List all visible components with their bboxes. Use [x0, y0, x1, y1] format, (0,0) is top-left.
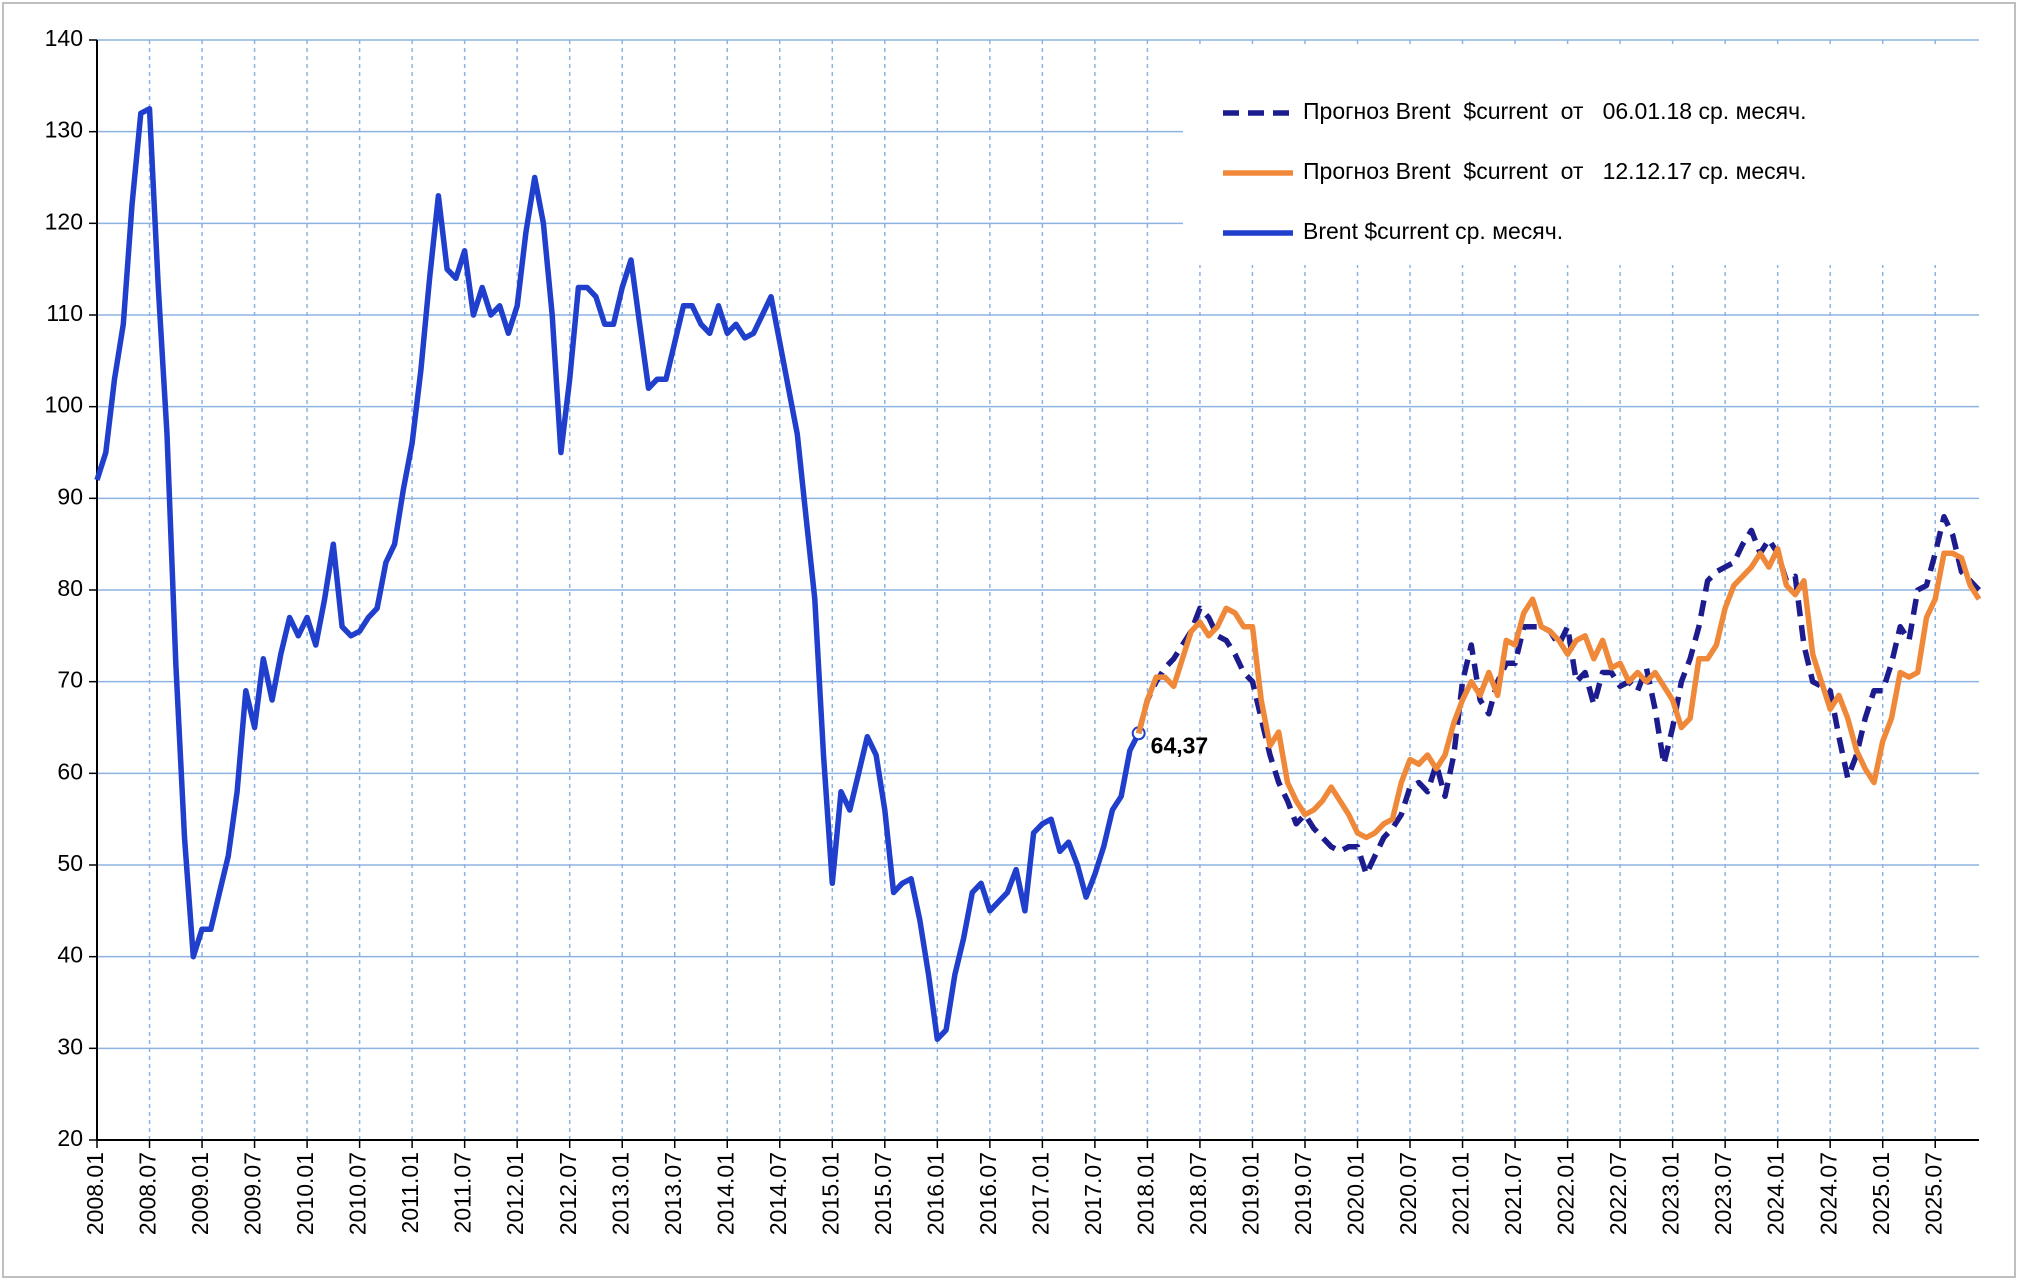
- x-tick-label: 2017.07: [1080, 1152, 1106, 1235]
- x-tick-label: 2021.01: [1448, 1152, 1474, 1235]
- x-tick-label: 2015.01: [817, 1152, 843, 1235]
- y-tick-label: 30: [57, 1033, 83, 1059]
- x-tick-label: 2018.01: [1132, 1152, 1158, 1235]
- x-tick-label: 2025.01: [1868, 1152, 1894, 1235]
- y-tick-label: 140: [45, 25, 83, 51]
- x-tick-label: 2012.07: [555, 1152, 581, 1235]
- data-label: 64,37: [1151, 732, 1209, 758]
- x-tick-label: 2011.01: [397, 1152, 423, 1233]
- x-tick-label: 2010.01: [292, 1152, 318, 1235]
- x-tick-label: 2024.07: [1815, 1152, 1841, 1235]
- legend-label: Прогноз Brent $current от 12.12.17 ср. м…: [1303, 158, 1807, 184]
- x-tick-label: 2013.07: [660, 1152, 686, 1235]
- x-tick-label: 2016.01: [922, 1152, 948, 1235]
- y-tick-label: 130: [45, 117, 83, 143]
- x-tick-label: 2014.07: [765, 1152, 791, 1235]
- x-tick-label: 2021.07: [1500, 1152, 1526, 1235]
- x-tick-label: 2020.01: [1343, 1152, 1369, 1235]
- x-tick-label: 2015.07: [870, 1152, 896, 1235]
- x-tick-label: 2020.07: [1395, 1152, 1421, 1235]
- y-tick-label: 20: [57, 1125, 83, 1151]
- x-tick-label: 2022.01: [1553, 1152, 1579, 1235]
- legend-label: Brent $current ср. месяч.: [1303, 218, 1563, 244]
- y-tick-label: 40: [57, 942, 83, 968]
- x-tick-label: 2017.01: [1027, 1152, 1053, 1235]
- x-tick-label: 2019.01: [1238, 1152, 1264, 1235]
- x-tick-label: 2009.07: [240, 1152, 266, 1235]
- y-tick-label: 60: [57, 758, 83, 784]
- x-tick-label: 2023.01: [1658, 1152, 1684, 1235]
- y-tick-label: 90: [57, 483, 83, 509]
- x-tick-label: 2008.07: [135, 1152, 161, 1235]
- x-tick-label: 2012.01: [502, 1152, 528, 1235]
- x-tick-label: 2010.07: [345, 1152, 371, 1235]
- y-tick-label: 110: [46, 300, 83, 326]
- series-line: [94, 106, 1142, 1042]
- x-tick-label: 2016.07: [975, 1152, 1001, 1235]
- y-tick-label: 50: [57, 850, 83, 876]
- y-tick-label: 70: [57, 667, 83, 693]
- series-line: [1136, 546, 1982, 841]
- x-tick-label: 2025.07: [1920, 1152, 1946, 1235]
- x-tick-label: 2018.07: [1185, 1152, 1211, 1235]
- x-tick-label: 2014.01: [712, 1152, 738, 1235]
- series-line: [1136, 513, 1981, 877]
- y-tick-label: 80: [57, 575, 83, 601]
- x-tick-label: 2011.07: [450, 1152, 476, 1233]
- y-tick-label: 120: [45, 208, 83, 234]
- legend-box: [1183, 45, 1979, 265]
- x-tick-label: 2022.07: [1605, 1152, 1631, 1235]
- x-tick-label: 2013.01: [607, 1152, 633, 1235]
- x-tick-label: 2009.01: [187, 1152, 213, 1235]
- legend-label: Прогноз Brent $current от 06.01.18 ср. м…: [1303, 98, 1807, 124]
- x-tick-label: 2019.07: [1290, 1152, 1316, 1235]
- y-tick-label: 100: [45, 392, 83, 418]
- x-tick-label: 2023.07: [1710, 1152, 1736, 1235]
- x-tick-label: 2008.01: [82, 1152, 108, 1235]
- x-tick-label: 2024.01: [1763, 1152, 1789, 1235]
